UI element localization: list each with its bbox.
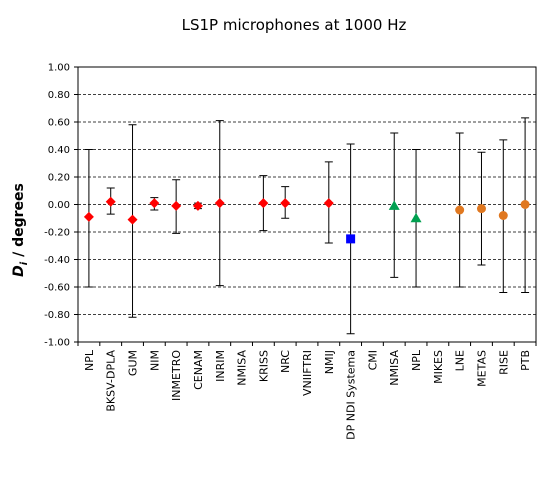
x-tick-label: LNE — [454, 350, 467, 371]
x-tick-label: NPL — [83, 349, 96, 371]
grid-lines — [78, 94, 536, 315]
x-tick-label: INMETRO — [170, 350, 183, 401]
x-tick-label: INRIM — [214, 350, 227, 382]
x-tick-label: KRISS — [257, 350, 270, 382]
data-point-circle — [455, 205, 465, 215]
x-tick-label: NMISA — [388, 350, 401, 386]
y-tick-label: -0.20 — [44, 228, 70, 239]
y-tick-label: 0.80 — [48, 90, 70, 101]
x-axis: NPL BKSV-DPLA GUM NIM INMETRO CENAM INRIM NMISA… — [77, 342, 537, 440]
x-tick-label: MIKES — [432, 350, 445, 384]
data-point-diamond — [171, 200, 182, 211]
data-point-circle — [498, 211, 508, 220]
data-point-diamond — [280, 198, 291, 209]
x-tick-label: NRC — [279, 350, 292, 373]
x-tick-label: GUM — [127, 350, 140, 376]
y-tick-label: 0.40 — [48, 145, 70, 156]
x-tick-label: PTB — [519, 350, 532, 371]
y-tick-label: -0.60 — [44, 283, 70, 294]
x-tick-label: NMIJ — [323, 350, 336, 374]
data-point-triangle — [388, 200, 400, 210]
data-point-diamond — [127, 214, 138, 225]
y-axis-label: Di / degrees — [11, 183, 30, 277]
data-point-circle — [476, 204, 486, 214]
plot-area-border — [77, 66, 537, 343]
x-tick-label: VNIIFTRI — [301, 350, 314, 396]
x-tick-label: METAS — [475, 350, 488, 387]
x-tick-label: BKSV-DPLA — [105, 350, 118, 412]
y-tick-label: 1.00 — [48, 63, 70, 74]
data-point-circle — [520, 200, 530, 209]
data-point-diamond — [192, 200, 203, 211]
x-tick-label: NIM — [148, 350, 161, 371]
data-point-square — [346, 234, 356, 244]
y-axis: 1.00 0.80 0.60 0.40 0.20 0.00 -0.20 -0.40 -0.60 -… — [44, 63, 78, 349]
y-tick-label: -1.00 — [44, 338, 70, 349]
x-tick-label: CENAM — [192, 350, 205, 390]
x-tick-label: DP NDI Systema — [345, 350, 358, 440]
y-tick-label: 0.00 — [48, 200, 70, 211]
data-point-diamond — [323, 198, 334, 209]
y-tick-label: -0.40 — [44, 255, 70, 266]
chart-title: LS1P microphones at 1000 Hz — [182, 16, 407, 34]
y-tick-label: -0.80 — [44, 310, 70, 321]
y-tick-label: 0.60 — [48, 118, 70, 129]
x-tick-label: NMISA — [236, 350, 249, 386]
data-point-triangle — [410, 212, 422, 223]
data-point-diamond — [83, 211, 94, 222]
data-marks — [83, 117, 530, 335]
data-point-diamond — [149, 198, 160, 209]
x-tick-label: CMI — [366, 350, 379, 370]
x-tick-label: NPL — [410, 349, 423, 371]
data-point-diamond — [258, 198, 269, 209]
x-tick-label: RISE — [497, 350, 510, 375]
data-point-diamond — [214, 198, 225, 209]
data-point-diamond — [105, 196, 116, 207]
y-tick-label: 0.20 — [48, 173, 70, 184]
